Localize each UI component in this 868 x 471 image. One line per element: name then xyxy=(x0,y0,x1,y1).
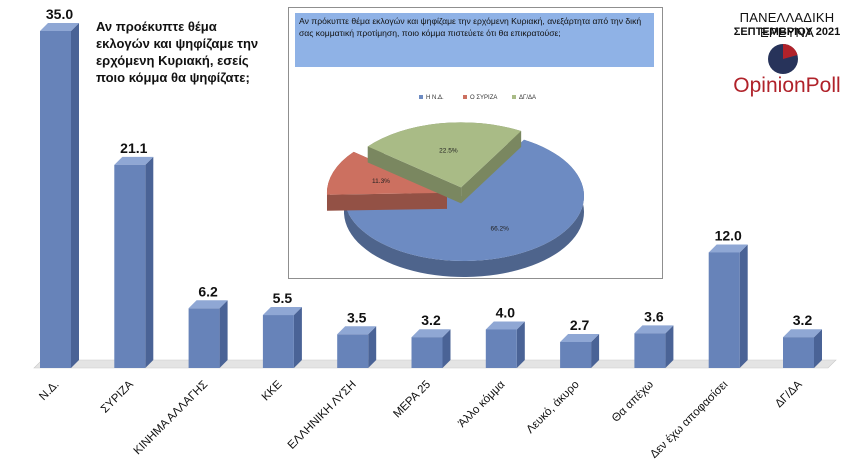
bar-συριζα xyxy=(114,156,154,368)
bar-μερα-25 xyxy=(411,329,451,368)
bar-face-θα-απέχω xyxy=(634,333,666,368)
legend-item-nd: Η Ν.Δ. xyxy=(419,95,444,101)
data-label-θα-απέχω: 3.6 xyxy=(644,308,664,324)
bar-top-ν-δ xyxy=(40,23,79,31)
legend-label-nd: Η Ν.Δ. xyxy=(426,95,444,101)
data-label-άλλο-κόμμα: 4.0 xyxy=(496,304,516,320)
pie-wall-end-δγ-δα xyxy=(461,131,522,204)
pie-top-δγ-δα xyxy=(367,122,522,188)
pie-wall-start-δγ-δα xyxy=(367,146,462,204)
category-label-συριζα: ΣΥΡΙΖΑ xyxy=(99,378,136,415)
pie-chart: 66.2% 11.3% 22.5% xyxy=(326,122,584,277)
bar-face-κινημα-αλλαγης xyxy=(188,308,220,368)
data-label-δγ-δα: 3.2 xyxy=(793,312,813,328)
bar-κκε xyxy=(262,307,302,368)
bar-face-δεν-έχω-αποφασίσει xyxy=(708,252,740,368)
legend-swatch-nd xyxy=(419,95,423,100)
bar-side-δεν-έχω-αποφασίσει xyxy=(739,244,748,368)
category-label-λευκό-άκυρο: Λευκό, άκυρο xyxy=(524,379,581,436)
bar-face-ν-δ xyxy=(40,31,71,368)
pie-legend: Η Ν.Δ. Ο ΣΥΡΙΖΑ ΔΓ/ΔΑ xyxy=(379,95,589,107)
bar-λευκό-άκυρο xyxy=(560,334,600,368)
legend-label-syriza: Ο ΣΥΡΙΖΑ xyxy=(470,95,498,101)
category-label-άλλο-κόμμα: Άλλο κόμμα xyxy=(456,378,508,430)
bar-side-μερα-25 xyxy=(442,329,451,368)
category-label-δγ-δα: ΔΓ/ΔΑ xyxy=(773,378,805,410)
pie-top-ο-συριζα xyxy=(326,151,447,195)
legend-item-syriza: Ο ΣΥΡΙΖΑ xyxy=(463,95,497,101)
bar-top-θα-απέχω xyxy=(634,325,674,334)
bar-top-μερα-25 xyxy=(411,329,451,338)
brand-logo-text: OpinionPoll xyxy=(733,74,841,97)
category-label-μερα-25: ΜΕΡΑ 25 xyxy=(391,379,433,421)
bar-κινημα-αλλαγης xyxy=(188,300,228,368)
bar-face-δγ-δα xyxy=(783,337,814,368)
survey-date: ΣΕΠΤΕΜΒΡΙΟΥ 2021 xyxy=(733,26,841,38)
bar-top-κκε xyxy=(262,307,302,316)
pie-chart-panel: Αν πρόκυπτε θέμα εκλογών και ψηφίζαμε τη… xyxy=(288,7,663,279)
bar-side-δγ-δα xyxy=(814,329,822,368)
bar-top-δεν-έχω-αποφασίσει xyxy=(708,244,748,253)
legend-swatch-dgda xyxy=(512,95,516,100)
category-label-θα-απέχω: Θα απέχω xyxy=(610,379,656,425)
data-label-κκε: 5.5 xyxy=(273,290,293,306)
bar-side-κινημα-αλλαγης xyxy=(219,300,228,368)
bar-top-δγ-δα xyxy=(783,329,822,338)
bar-άλλο-κόμμα xyxy=(485,321,525,368)
bar-side-άλλο-κόμμα xyxy=(516,321,525,368)
bar-θα-απέχω xyxy=(634,325,674,368)
bar-top-ελληνικη-λυση xyxy=(337,326,377,335)
pie-wall-start-ο-συριζα xyxy=(326,192,447,211)
bar-face-ελληνικη-λυση xyxy=(337,334,369,368)
pie-label-ο-συριζα: 11.3% xyxy=(372,178,390,185)
pie-slice-δγ-δα xyxy=(367,122,522,204)
bar-side-συριζα xyxy=(145,156,154,368)
chart-question-title: Αν προέκυπτε θέμα εκλογών και ψηφίζαμε τ… xyxy=(96,19,259,85)
bar-ν-δ xyxy=(40,23,79,368)
legend-swatch-syriza xyxy=(463,95,467,100)
bar-side-ν-δ xyxy=(71,23,79,368)
legend-item-dgda: ΔΓ/ΔΑ xyxy=(512,95,536,101)
data-label-ελληνικη-λυση: 3.5 xyxy=(347,309,367,325)
data-label-μερα-25: 3.2 xyxy=(421,312,441,328)
data-label-συριζα: 21.1 xyxy=(120,140,147,156)
bar-side-ελληνικη-λυση xyxy=(368,326,377,368)
category-label-ν-δ: Ν.Δ. xyxy=(37,379,61,403)
pie-label-η-ν-δ: 66.2% xyxy=(490,225,509,232)
bar-face-μερα-25 xyxy=(411,337,443,368)
survey-title: ΠΑΝΕΛΛΑΔΙΚΗ ΕΡΕΥΝΑ xyxy=(739,10,835,40)
bar-side-κκε xyxy=(293,307,302,368)
category-label-ελληνικη-λυση: ΕΛΛΗΝΙΚΗ ΛΥΣΗ xyxy=(286,379,359,452)
bar-δεν-έχω-αποφασίσει xyxy=(708,244,748,368)
category-label-δεν-έχω-αποφασίσει: Δεν έχω αποφασίσει xyxy=(648,378,730,460)
legend-label-dgda: ΔΓ/ΔΑ xyxy=(519,95,536,101)
bar-face-άλλο-κόμμα xyxy=(485,329,517,368)
data-label-δεν-έχω-αποφασίσει: 12.0 xyxy=(715,227,742,243)
bar-face-λευκό-άκυρο xyxy=(560,342,592,368)
category-label-κκε: ΚΚΕ xyxy=(260,378,285,403)
bar-side-θα-απέχω xyxy=(665,325,674,368)
opinionpoll-logo-icon xyxy=(768,43,798,74)
bar-ελληνικη-λυση xyxy=(337,326,377,368)
bar-top-κινημα-αλλαγης xyxy=(188,300,228,309)
pie-chart-title: Αν πρόκυπτε θέμα εκλογών και ψηφίζαμε τη… xyxy=(295,13,654,67)
data-label-κινημα-αλλαγης: 6.2 xyxy=(198,283,218,299)
bar-top-συριζα xyxy=(114,156,154,165)
bar-face-συριζα xyxy=(114,164,146,368)
bar-top-άλλο-κόμμα xyxy=(485,321,525,330)
category-label-κινημα-αλλαγης: ΚΙΝΗΜΑ ΑΛΛΑΓΗΣ xyxy=(132,379,211,458)
data-label-ν-δ: 35.0 xyxy=(46,6,73,22)
pie-label-δγ-δα: 22.5% xyxy=(439,147,458,154)
data-label-λευκό-άκυρο: 2.7 xyxy=(570,317,590,333)
bar-δγ-δα xyxy=(783,329,822,368)
bar-side-λευκό-άκυρο xyxy=(591,334,600,368)
bar-top-λευκό-άκυρο xyxy=(560,334,600,343)
bar-face-κκε xyxy=(262,315,294,368)
